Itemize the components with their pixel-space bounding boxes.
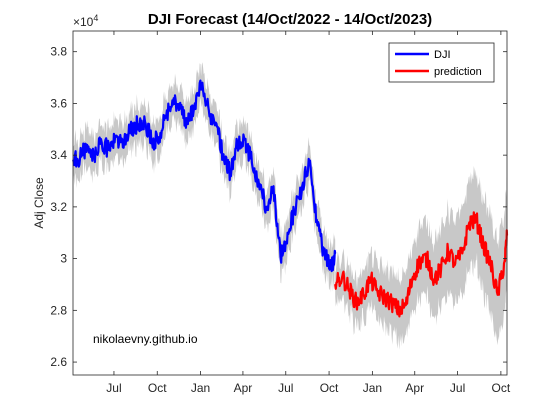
data-point-prediction (390, 301, 393, 304)
data-point-prediction (433, 278, 435, 281)
data-point-prediction (348, 288, 351, 291)
legend-label-prediction: prediction (434, 66, 482, 78)
data-point-prediction (440, 268, 442, 270)
data-point-prediction (447, 250, 450, 252)
data-point-prediction (503, 260, 506, 263)
data-point-history (129, 128, 132, 131)
data-point-history (236, 141, 239, 143)
data-point-prediction (419, 260, 421, 263)
y-tick-label: 2.8 (50, 303, 67, 317)
series-line-history (72, 79, 337, 273)
data-point-history (330, 268, 332, 270)
data-point-history (194, 102, 196, 105)
data-point-prediction (383, 296, 386, 299)
y-tick-label: 2.6 (50, 355, 67, 369)
data-point-history (265, 206, 267, 208)
y-tick-label: 3.2 (50, 200, 67, 214)
data-point-history (136, 123, 139, 125)
x-tick-label: Jul (278, 381, 293, 395)
chart-title: DJI Forecast (14/Oct/2022 - 14/Oct/2023) (148, 11, 432, 28)
data-point-prediction (426, 257, 428, 260)
series-layer (72, 79, 509, 318)
tick-layer: 2.6 2.8 3 3.2 3.4 3.6 3.8 Jul Oct Jan Apr Jul Oct Jan… (50, 31, 511, 395)
data-point-history (244, 138, 246, 141)
y-tick-label: 3 (60, 252, 67, 266)
x-tick-label: Oct (148, 381, 167, 395)
data-point-prediction (405, 304, 407, 307)
data-point-history (115, 136, 117, 138)
data-point-prediction (461, 252, 464, 255)
watermark-annotation: nikolaevny.github.io (93, 332, 198, 346)
data-point-history (223, 159, 225, 162)
data-point-history (251, 162, 253, 164)
data-point-history (180, 107, 182, 110)
data-point-history (79, 156, 81, 159)
data-point-history (100, 141, 103, 143)
data-point-prediction (489, 263, 492, 265)
legend-label-history: DJI (434, 49, 451, 61)
data-point-history (93, 154, 95, 156)
legend: DJI prediction (388, 42, 495, 83)
data-point-history (229, 172, 231, 175)
data-point-prediction (412, 275, 414, 278)
data-point-history (258, 182, 260, 185)
data-point-history (293, 211, 296, 213)
x-tick-label: Jan (363, 381, 382, 395)
data-point-prediction (334, 283, 337, 286)
data-point-history (165, 115, 167, 118)
data-point-history (301, 185, 304, 187)
data-point-history (108, 149, 110, 151)
x-tick-label: Jan (191, 381, 210, 395)
data-point-prediction (482, 244, 485, 247)
data-point-history (172, 97, 175, 99)
data-point-prediction (468, 221, 471, 224)
series-line-prediction (334, 211, 509, 318)
data-point-history (216, 125, 218, 128)
data-point-history (286, 231, 289, 234)
y-tick-label: 3.8 (50, 45, 67, 59)
data-point-prediction (496, 294, 499, 296)
data-point-history (308, 162, 311, 164)
data-point-prediction (376, 291, 379, 294)
data-point-history (144, 120, 146, 123)
data-point-history (122, 146, 124, 149)
confidence-band-history (73, 62, 336, 293)
y-exponent-base: ×10 (73, 15, 94, 29)
data-point-history (151, 141, 153, 143)
data-point-history (279, 257, 282, 260)
data-point-prediction (454, 263, 457, 265)
y-tick-label: 3.6 (50, 96, 67, 110)
data-point-history (86, 144, 88, 146)
y-exponent-label: ×104 (73, 13, 98, 29)
data-point-history (323, 252, 325, 255)
data-point-prediction (362, 294, 365, 296)
y-axis-label: Adj Close (32, 177, 46, 229)
data-point-prediction (369, 278, 372, 281)
x-tick-label: Jul (106, 381, 121, 395)
data-point-history (158, 136, 160, 138)
data-point-history (201, 81, 204, 84)
plot-frame (72, 30, 508, 376)
x-tick-label: Oct (320, 381, 339, 395)
data-point-prediction (341, 275, 344, 278)
x-tick-label: Apr (405, 381, 424, 395)
x-tick-label: Jul (450, 381, 465, 395)
data-point-history (334, 252, 337, 255)
data-point-history (208, 115, 211, 118)
legend-box (388, 42, 495, 83)
data-point-history (272, 185, 275, 187)
data-point-prediction (475, 219, 478, 221)
data-point-prediction (397, 309, 400, 312)
y-tick-label: 3.4 (50, 148, 67, 162)
x-tick-label: Apr (234, 381, 253, 395)
data-point-history (316, 219, 318, 221)
data-point-prediction (355, 301, 358, 304)
y-exponent-power: 4 (93, 13, 98, 23)
data-point-history (187, 123, 189, 125)
x-tick-label: Oct (492, 381, 511, 395)
